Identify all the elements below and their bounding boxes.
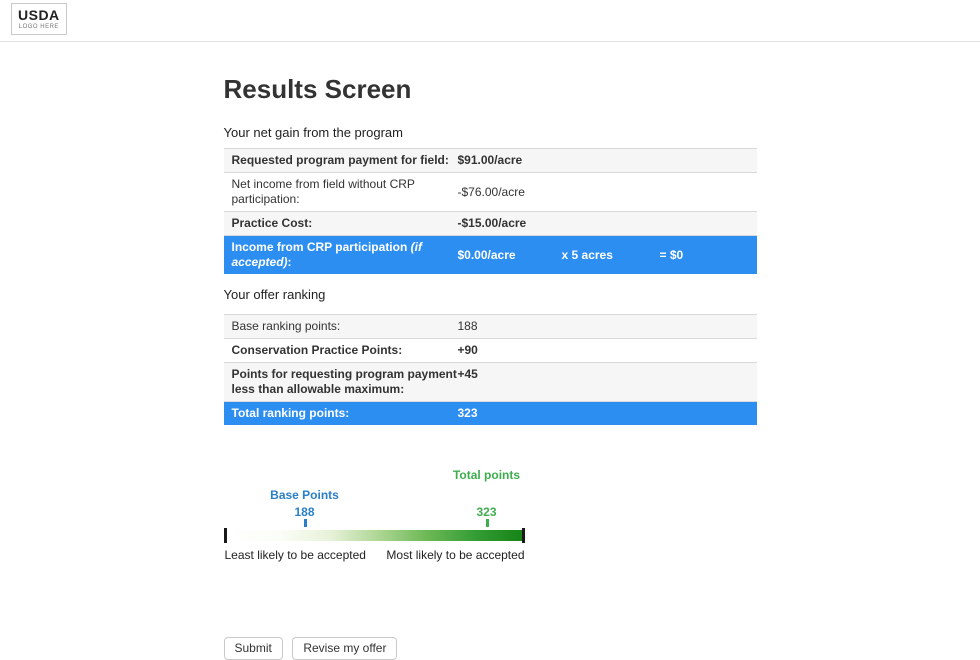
row-label: Requested program payment for field:: [231, 153, 449, 167]
row-label-italic: (if accepted): [231, 240, 422, 269]
acceptance-gauge: Total points Base Points 188 323 Least l…: [223, 468, 525, 563]
gauge-left-cap: [223, 528, 227, 543]
total-ranking-row: Total ranking points: 323: [223, 401, 757, 425]
action-buttons: Submit Revise my offer: [223, 637, 757, 660]
ranking-section-label: Your offer ranking: [223, 287, 326, 302]
income-acres: x 5 acres: [561, 247, 613, 262]
net-gain-table: Requested program payment for field: $91…: [223, 148, 757, 274]
table-row: Base ranking points: 188: [223, 314, 757, 338]
row-label: Practice Cost:: [231, 216, 313, 230]
row-value: -$76.00/acre: [457, 184, 525, 199]
base-points-value: 188: [294, 505, 315, 519]
row-label-text: Income from CRP participation: [231, 240, 411, 254]
row-label: Base ranking points:: [231, 319, 341, 333]
row-value: $91.00/acre: [457, 153, 523, 167]
revise-offer-button[interactable]: Revise my offer: [292, 637, 398, 660]
row-value: +90: [457, 343, 478, 357]
table-row: Net income from field without CRP partic…: [223, 172, 757, 211]
row-value: -$15.00/acre: [457, 216, 527, 230]
app-header: USDA LOGO HERE: [0, 0, 980, 42]
row-label-colon: :: [287, 255, 292, 269]
table-row: Conservation Practice Points: +90: [223, 338, 757, 362]
gauge-gradient-bar: [223, 528, 525, 543]
total-points-tick: [485, 519, 489, 527]
usda-logo-subtitle: LOGO HERE: [18, 24, 59, 30]
row-value: 188: [457, 319, 478, 333]
submit-button[interactable]: Submit: [223, 637, 283, 660]
row-value: 323: [457, 406, 478, 420]
row-label: Conservation Practice Points:: [231, 343, 403, 357]
gauge-gradient-fill: [226, 530, 522, 541]
table-row: Requested program payment for field: $91…: [223, 148, 757, 172]
total-points-label: Total points: [452, 468, 521, 482]
row-label: Net income from field without CRP partic…: [231, 177, 415, 206]
row-label: Income from CRP participation (if accept…: [224, 236, 458, 274]
usda-logo: USDA LOGO HERE: [11, 3, 67, 35]
main-content: Results Screen Your net gain from the pr…: [223, 74, 757, 660]
page-title: Results Screen: [223, 74, 412, 104]
row-label: Points for requesting program payment le…: [231, 367, 457, 396]
income-highlight-row: Income from CRP participation (if accept…: [223, 235, 757, 274]
usda-logo-title: USDA: [18, 7, 60, 23]
row-value: +45: [457, 367, 478, 381]
income-total: = $0: [659, 247, 684, 262]
gauge-left-caption: Least likely to be accepted: [224, 548, 366, 562]
table-row: Points for requesting program payment le…: [223, 362, 757, 401]
gauge-right-cap: [521, 528, 525, 543]
row-label: Total ranking points:: [231, 406, 350, 420]
gauge-right-caption: Most likely to be accepted: [386, 548, 525, 562]
net-gain-section-label: Your net gain from the program: [223, 125, 403, 140]
base-points-label: Base Points: [270, 488, 339, 502]
income-rate: $0.00/acre: [457, 247, 516, 262]
total-points-value: 323: [476, 505, 497, 519]
base-points-tick: [303, 519, 307, 527]
ranking-table: Base ranking points: 188 Conservation Pr…: [223, 314, 757, 425]
table-row: Practice Cost: -$15.00/acre: [223, 211, 757, 235]
